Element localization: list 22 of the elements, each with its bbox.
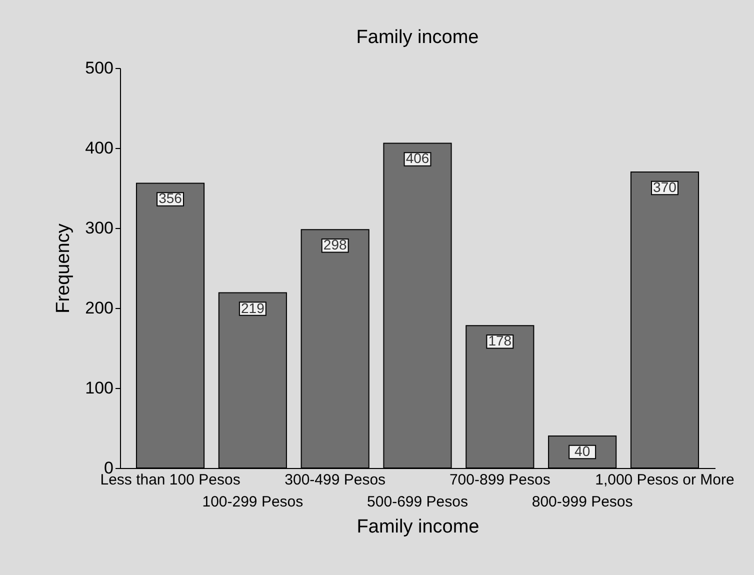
y-axis-title: Frequency [53, 223, 74, 314]
y-tick-label: 200 [85, 298, 114, 318]
data-label: 298 [323, 236, 347, 253]
y-tick-label: 0 [104, 458, 114, 478]
x-tick-label: 700-899 Pesos [449, 472, 550, 488]
y-tick-label: 400 [85, 138, 114, 158]
data-label: 406 [406, 150, 430, 166]
y-tick-label: 500 [85, 58, 114, 78]
data-label: 370 [653, 179, 677, 195]
y-tick-label: 100 [85, 378, 114, 398]
y-tick-label: 300 [85, 218, 114, 238]
x-tick-label: 300-499 Pesos [284, 472, 386, 488]
x-tick-label: 800-999 Pesos [532, 494, 633, 510]
x-tick-label: 1,000 Pesos or More [595, 472, 734, 488]
x-tick-label: 100-299 Pesos [202, 494, 304, 510]
chart-title: Family income [356, 27, 479, 48]
data-label: 356 [158, 190, 182, 206]
data-label: 40 [574, 443, 590, 459]
data-label: 178 [488, 332, 512, 349]
x-tick-label: 500-699 Pesos [367, 494, 468, 510]
data-label: 219 [241, 300, 265, 316]
x-axis-title: Family income [356, 516, 480, 538]
